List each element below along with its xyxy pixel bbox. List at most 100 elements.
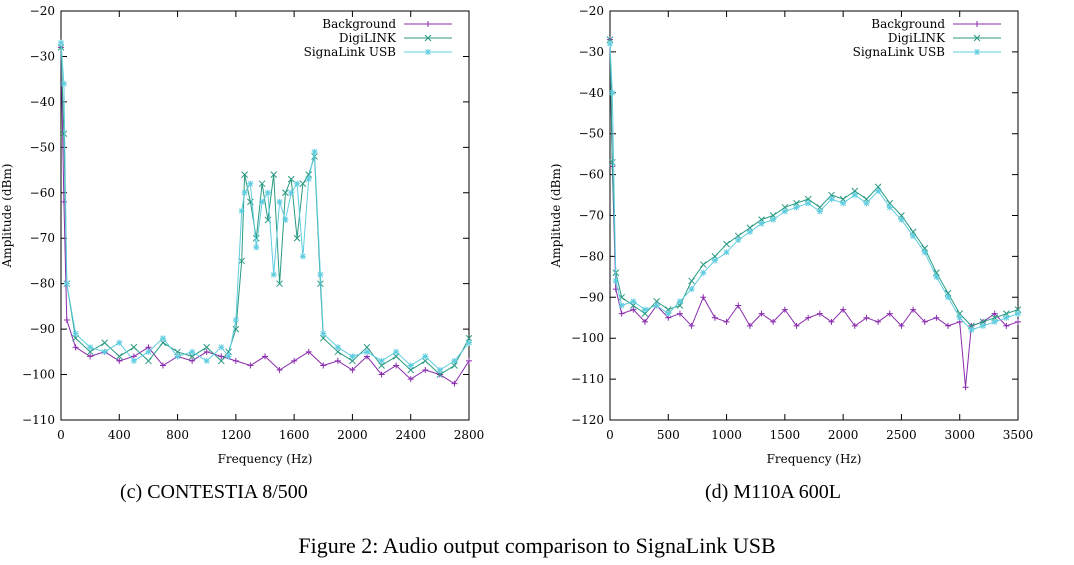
data-point — [288, 189, 295, 196]
data-point — [407, 376, 414, 383]
data-point — [258, 180, 266, 188]
y-tick-label: −20 — [579, 4, 604, 18]
data-point — [160, 335, 166, 342]
legend-marker — [425, 21, 431, 27]
data-point — [320, 330, 327, 337]
data-point — [160, 362, 166, 369]
data-point — [317, 271, 324, 278]
data-point — [828, 196, 835, 203]
data-point — [130, 357, 137, 364]
series-line — [60, 47, 470, 376]
data-point — [203, 343, 211, 351]
series-digilink — [606, 36, 1022, 330]
data-point — [723, 318, 730, 325]
data-point — [252, 234, 260, 242]
data-point — [145, 348, 152, 355]
data-point — [933, 314, 940, 321]
y-tick-label: −100 — [22, 368, 55, 382]
data-point — [1003, 314, 1010, 321]
data-point — [898, 216, 905, 223]
data-point — [711, 257, 718, 264]
data-point — [378, 371, 385, 378]
x-tick-label: 1200 — [221, 428, 252, 442]
legend-label: Background — [322, 17, 396, 31]
plot-frame — [60, 10, 470, 421]
data-point — [87, 353, 94, 360]
data-point — [735, 237, 742, 244]
data-point — [886, 310, 893, 317]
data-point — [393, 348, 400, 355]
y-tick-label: −20 — [30, 4, 55, 18]
data-point — [293, 234, 301, 242]
data-point — [851, 322, 858, 329]
y-tick-label: −40 — [579, 86, 604, 100]
data-point — [72, 330, 79, 337]
data-point — [232, 317, 239, 324]
data-point — [863, 314, 870, 321]
data-point — [63, 280, 70, 287]
data-point — [735, 302, 742, 309]
legend-label: SignaLink USB — [853, 45, 946, 59]
data-point — [770, 216, 777, 223]
data-point — [723, 249, 730, 256]
subcaption-d: (d) M110A 600L — [705, 481, 841, 503]
x-axis-label: Frequency (Hz) — [218, 452, 313, 466]
data-point — [711, 314, 718, 321]
data-point — [364, 348, 370, 355]
data-point — [816, 208, 823, 215]
data-point — [422, 353, 429, 360]
data-point — [262, 353, 268, 360]
legend-marker — [973, 34, 981, 42]
data-point — [700, 269, 707, 276]
data-point — [676, 310, 683, 317]
y-tick-label: −100 — [571, 331, 604, 345]
data-point — [241, 171, 248, 178]
series-line — [609, 39, 1019, 388]
x-tick-label: 2500 — [886, 428, 917, 442]
data-point — [945, 294, 952, 301]
data-point — [781, 208, 788, 215]
data-point — [320, 362, 327, 369]
data-point — [840, 306, 847, 313]
series-line — [60, 42, 470, 371]
data-point — [334, 357, 341, 364]
data-point — [276, 198, 283, 205]
legend-marker — [425, 49, 431, 55]
data-point — [962, 384, 969, 391]
data-point — [466, 339, 472, 346]
data-point — [805, 314, 812, 321]
data-point — [451, 380, 458, 387]
x-tick-label: 3000 — [944, 428, 975, 442]
legend-marker — [424, 34, 432, 42]
data-point — [641, 318, 648, 325]
data-point — [116, 339, 123, 346]
data-point — [101, 348, 108, 355]
legend-marker — [974, 49, 980, 55]
data-point — [1015, 310, 1021, 317]
data-point — [422, 367, 429, 374]
data-point — [334, 344, 341, 351]
data-point — [238, 257, 246, 265]
x-tick-label: 2400 — [395, 428, 426, 442]
series-background — [58, 44, 472, 387]
data-point — [699, 261, 707, 268]
x-tick-label: 3500 — [1003, 428, 1034, 442]
data-point — [933, 273, 940, 280]
data-point — [270, 271, 277, 278]
data-point — [294, 180, 301, 187]
data-point — [910, 306, 917, 313]
series-signalink-usb — [58, 39, 472, 374]
data-point — [991, 310, 998, 317]
data-point — [618, 310, 625, 317]
series-background — [607, 36, 1021, 391]
data-point — [72, 344, 79, 351]
x-tick-label: 400 — [108, 428, 131, 442]
data-point — [641, 306, 648, 313]
data-point — [87, 344, 94, 351]
data-point — [758, 220, 765, 227]
y-tick-label: −110 — [22, 413, 55, 427]
data-point — [58, 39, 64, 46]
data-point — [793, 204, 800, 211]
y-tick-label: −50 — [579, 127, 604, 141]
data-point — [700, 294, 707, 301]
